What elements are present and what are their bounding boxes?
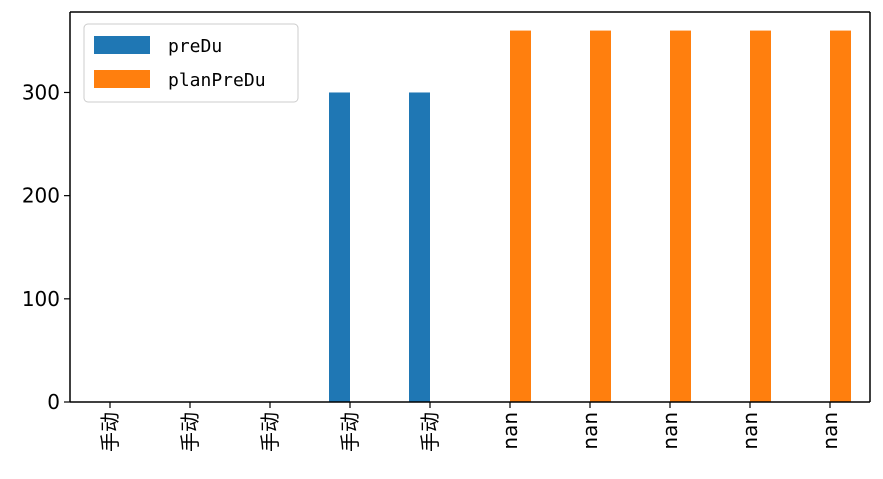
bar-planPreDu-8 [750,30,771,402]
bar-planPreDu-9 [830,30,851,402]
bar-planPreDu-6 [590,30,611,402]
y-tick-label-300: 300 [22,80,60,104]
x-tick-label-3: 手动 [338,412,362,452]
x-tick-label-0: 手动 [98,412,122,452]
legend: preDu planPreDu [83,23,299,103]
x-tick-label-6: nan [578,412,602,450]
y-tick-label-200: 200 [22,184,60,208]
bars-layer [329,30,851,402]
y-tick-label-0: 0 [47,390,60,414]
legend-swatch-preDu [94,36,150,54]
x-tick-label-5: nan [498,412,522,450]
x-tick-label-4: 手动 [418,412,442,452]
x-tick-label-1: 手动 [178,412,202,452]
bar-preDu-3 [329,92,350,402]
axes-layer: 0 100 200 300 手动 手动 手动 手动 手动 nan nan nan nan nan [22,11,871,452]
y-tick-label-100: 100 [22,287,60,311]
bar-planPreDu-7 [670,30,691,402]
x-tick-label-7: nan [658,412,682,450]
x-tick-label-9: nan [818,412,842,450]
x-tick-label-2: 手动 [258,412,282,452]
legend-label-preDu: preDu [168,36,222,57]
x-tick-label-8: nan [738,412,762,450]
legend-swatch-planPreDu [94,70,150,88]
legend-label-planPreDu: planPreDu [168,70,266,91]
bar-planPreDu-5 [510,30,531,402]
bar-preDu-4 [409,92,430,402]
